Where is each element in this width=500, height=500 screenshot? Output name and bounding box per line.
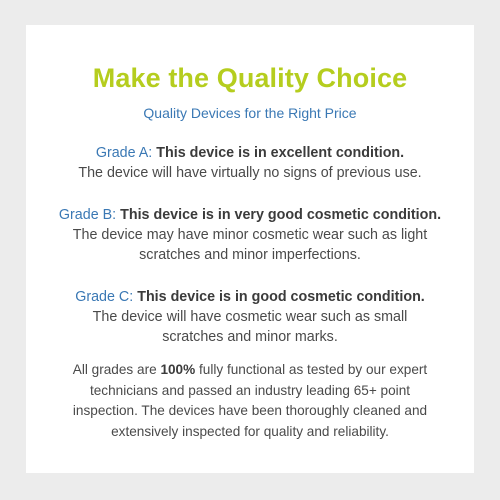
grade-c-block: Grade C: This device is in good cosmetic… — [26, 287, 474, 347]
grade-c-description-line: The device will have cosmetic wear such … — [92, 309, 408, 325]
subtitle: Quality Devices for the Right Price — [143, 105, 357, 121]
grade-b-label: Grade B: — [58, 207, 117, 223]
grade-c-label: Grade C: — [75, 289, 134, 305]
grade-b-headline: Grade B: This device is in very good cos… — [26, 205, 474, 225]
summary-percent: 100% — [160, 362, 196, 377]
page-title: Make the Quality Choice — [92, 63, 408, 93]
grade-b-description-line: The device may have minor cosmetic wear … — [72, 227, 428, 243]
summary-line: inspection. The devices have been thorou… — [72, 403, 428, 418]
grade-b-block: Grade B: This device is in very good cos… — [26, 205, 474, 265]
summary-prefix: All grades are — [72, 362, 161, 377]
summary-block: All grades are 100% fully functional as … — [26, 360, 474, 442]
grade-a-block: Grade A: This device is in excellent con… — [26, 143, 474, 183]
grade-a-description-line: The device will have virtually no signs … — [78, 165, 422, 181]
grade-a-label: Grade A: — [95, 145, 153, 161]
grade-c-headline: Grade C: This device is in good cosmetic… — [26, 287, 474, 307]
grade-b-headline-text: This device is in very good cosmetic con… — [116, 207, 442, 223]
grade-c-headline-text: This device is in good cosmetic conditio… — [133, 289, 425, 305]
grade-a-headline-text: This device is in excellent condition. — [152, 145, 405, 161]
grade-a-headline: Grade A: This device is in excellent con… — [26, 143, 474, 163]
summary-suffix: fully functional as tested by our expert — [195, 362, 428, 377]
info-card: Make the Quality Choice Quality Devices … — [26, 25, 474, 473]
summary-line: technicians and passed an industry leadi… — [89, 382, 411, 398]
summary-line: extensively inspected for quality and re… — [111, 423, 389, 439]
grade-b-description-line: scratches and minor imperfections. — [139, 247, 361, 263]
summary-line: All grades are 100% fully functional as … — [26, 360, 474, 381]
grade-c-description-line: scratches and minor marks. — [162, 329, 338, 345]
